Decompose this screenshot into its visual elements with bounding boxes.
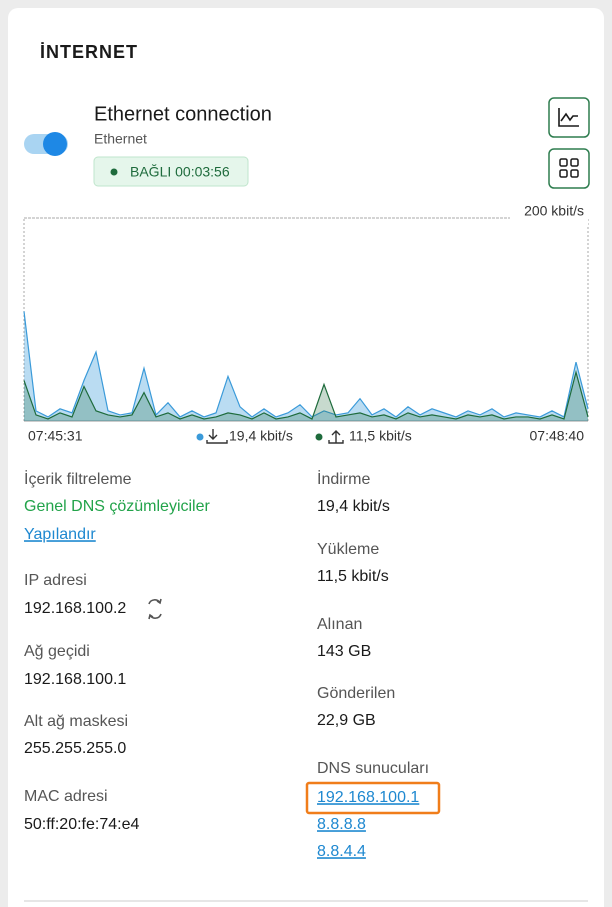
legend-dot: [315, 433, 323, 441]
area: [24, 311, 588, 421]
field-label: IP adresi: [24, 572, 87, 589]
card: [8, 8, 604, 907]
field-value: 11,5 kbit/s: [317, 568, 389, 585]
field-value: 192.168.100.1: [24, 671, 126, 688]
refresh-icon[interactable]: [148, 598, 162, 620]
field-label: Alt ağ maskesi: [24, 713, 128, 730]
field-label: Alınan: [317, 616, 362, 633]
legend-label: 11,5 kbit/s: [349, 428, 412, 444]
x-start-label: 07:45:31: [28, 428, 83, 444]
upload-icon: [328, 430, 344, 444]
status-dot: [110, 168, 118, 176]
download-icon: [206, 429, 228, 444]
legend-dot: [196, 433, 204, 441]
x-end-label: 07:48:40: [530, 428, 585, 444]
field-value: 50:ff:20:fe:74:e4: [24, 816, 139, 833]
field-label: Ağ geçidi: [24, 643, 90, 660]
line: [23, 369, 589, 420]
field-label: İçerik filtreleme: [24, 469, 132, 488]
dns-link[interactable]: 8.8.8.8: [317, 816, 366, 833]
tick-label-bg: [510, 209, 588, 227]
status-text: BAĞLI 00:03:56: [130, 164, 230, 180]
status-badge: [93, 156, 249, 187]
highlight-box: [305, 781, 441, 815]
field-label: DNS sunucuları: [317, 760, 429, 777]
field-value: Genel DNS çözümleyiciler: [24, 498, 211, 515]
chart-button[interactable]: [548, 97, 590, 138]
chart: 200 kbit/s: [23, 203, 589, 422]
field-label: Gönderilen: [317, 685, 395, 702]
card-title: İNTERNET: [40, 42, 138, 62]
field-value: 192.168.100.2: [24, 600, 126, 617]
dns-link[interactable]: 192.168.100.1: [317, 789, 419, 806]
configure-link[interactable]: Yapılandır: [24, 526, 96, 543]
dns-link[interactable]: 8.8.4.4: [317, 843, 366, 860]
field-value: 19,4 kbit/s: [317, 498, 390, 515]
field-value: 143 GB: [317, 643, 371, 660]
area: [24, 372, 588, 421]
line: [23, 311, 589, 418]
chart-frame: [23, 217, 589, 421]
connection-name: Ethernet connection: [94, 103, 272, 125]
field-value: 22,9 GB: [317, 712, 376, 729]
toggle[interactable]: [24, 132, 68, 156]
field-label: Yükleme: [317, 541, 379, 558]
field-value: 255.255.255.0: [24, 740, 126, 757]
legend-label: 19,4 kbit/s: [229, 428, 293, 444]
y-tick-label: 200 kbit/s: [524, 203, 584, 219]
field-label: MAC adresi: [24, 788, 108, 805]
connection-type: Ethernet: [94, 131, 147, 147]
grid-button[interactable]: [548, 148, 590, 189]
field-label: İndirme: [317, 469, 370, 488]
